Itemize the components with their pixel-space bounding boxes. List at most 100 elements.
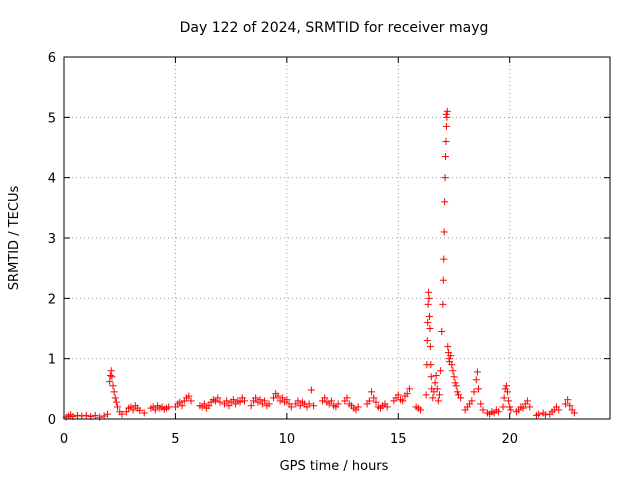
data-point xyxy=(432,372,440,380)
data-point xyxy=(107,367,115,375)
data-point xyxy=(354,403,362,411)
data-point xyxy=(334,400,342,408)
data-point xyxy=(216,398,224,406)
data-point xyxy=(178,402,186,410)
data-point xyxy=(566,402,574,410)
data-point xyxy=(327,397,335,405)
tick-labels: 0 5 10 15 20 0 1 2 3 4 5 6 xyxy=(48,51,518,447)
data-point xyxy=(479,406,487,414)
data-point xyxy=(477,400,485,408)
data-point xyxy=(122,408,130,416)
data-point xyxy=(229,396,237,404)
data-point xyxy=(417,406,425,414)
data-point xyxy=(321,394,329,402)
data-point xyxy=(436,391,444,399)
y-tick-label: 2 xyxy=(48,292,56,307)
data-point xyxy=(136,407,144,415)
data-point xyxy=(439,276,447,284)
data-point xyxy=(475,385,483,393)
data-point xyxy=(78,412,86,420)
data-point xyxy=(502,382,510,390)
data-point xyxy=(294,397,302,405)
data-point xyxy=(500,394,508,402)
data-point xyxy=(564,396,572,404)
y-tick-label: 3 xyxy=(48,232,56,247)
data-point xyxy=(305,400,313,408)
data-point xyxy=(427,361,435,369)
data-point xyxy=(111,394,119,402)
data-point xyxy=(503,388,511,396)
data-point xyxy=(129,406,137,414)
data-point xyxy=(425,288,433,296)
data-point xyxy=(430,388,438,396)
data-point xyxy=(425,294,433,302)
data-point xyxy=(278,394,286,402)
data-point xyxy=(214,394,222,402)
data-point xyxy=(440,228,448,236)
data-point xyxy=(422,391,430,399)
data-point xyxy=(541,411,549,419)
x-tick-label: 0 xyxy=(60,432,68,447)
data-point xyxy=(442,153,450,161)
data-point xyxy=(100,412,108,420)
data-point xyxy=(113,403,121,411)
data-point xyxy=(256,396,264,404)
data-point xyxy=(103,410,111,418)
data-point xyxy=(507,406,515,414)
data-point xyxy=(441,198,449,206)
data-point xyxy=(82,411,90,419)
data-point xyxy=(453,388,461,396)
data-point xyxy=(112,398,120,406)
data-point xyxy=(205,402,213,410)
x-tick-label: 15 xyxy=(390,432,407,447)
data-point xyxy=(403,390,411,398)
data-point xyxy=(247,402,255,410)
data-point xyxy=(451,379,459,387)
data-point xyxy=(426,343,434,351)
data-point xyxy=(109,382,117,390)
data-point xyxy=(426,325,434,332)
data-point xyxy=(433,385,441,393)
data-point xyxy=(440,255,448,263)
data-point xyxy=(343,394,351,402)
data-point xyxy=(441,174,449,182)
data-point xyxy=(472,376,480,384)
data-point xyxy=(561,400,569,408)
data-point xyxy=(200,400,208,408)
data-point xyxy=(176,398,184,406)
data-point xyxy=(434,397,442,405)
data-point xyxy=(555,406,563,414)
data-point xyxy=(570,409,578,417)
y-tick-label: 1 xyxy=(48,353,56,368)
data-point xyxy=(447,352,455,360)
data-point xyxy=(368,388,376,396)
data-point xyxy=(73,411,81,419)
data-point xyxy=(442,122,450,130)
data-point xyxy=(450,373,458,381)
data-point xyxy=(505,397,513,405)
data-point xyxy=(524,397,532,405)
data-point xyxy=(223,397,231,405)
grid-lines xyxy=(64,57,610,419)
x-tick-label: 5 xyxy=(171,432,179,447)
data-point xyxy=(473,368,481,376)
data-point xyxy=(252,394,260,402)
data-point xyxy=(187,397,195,405)
data-point xyxy=(269,394,277,402)
data-point xyxy=(468,397,476,405)
y-axis-label: SRMTID / TECUs xyxy=(7,186,22,291)
data-point xyxy=(452,382,460,390)
data-point xyxy=(261,397,269,405)
x-axis-label: GPS time / hours xyxy=(280,459,389,474)
data-point xyxy=(439,300,447,308)
data-points xyxy=(62,107,578,421)
data-point xyxy=(499,403,507,411)
data-point xyxy=(519,404,527,412)
data-point xyxy=(118,410,126,418)
data-point xyxy=(444,343,452,351)
data-point xyxy=(431,379,439,387)
data-point xyxy=(457,394,465,402)
